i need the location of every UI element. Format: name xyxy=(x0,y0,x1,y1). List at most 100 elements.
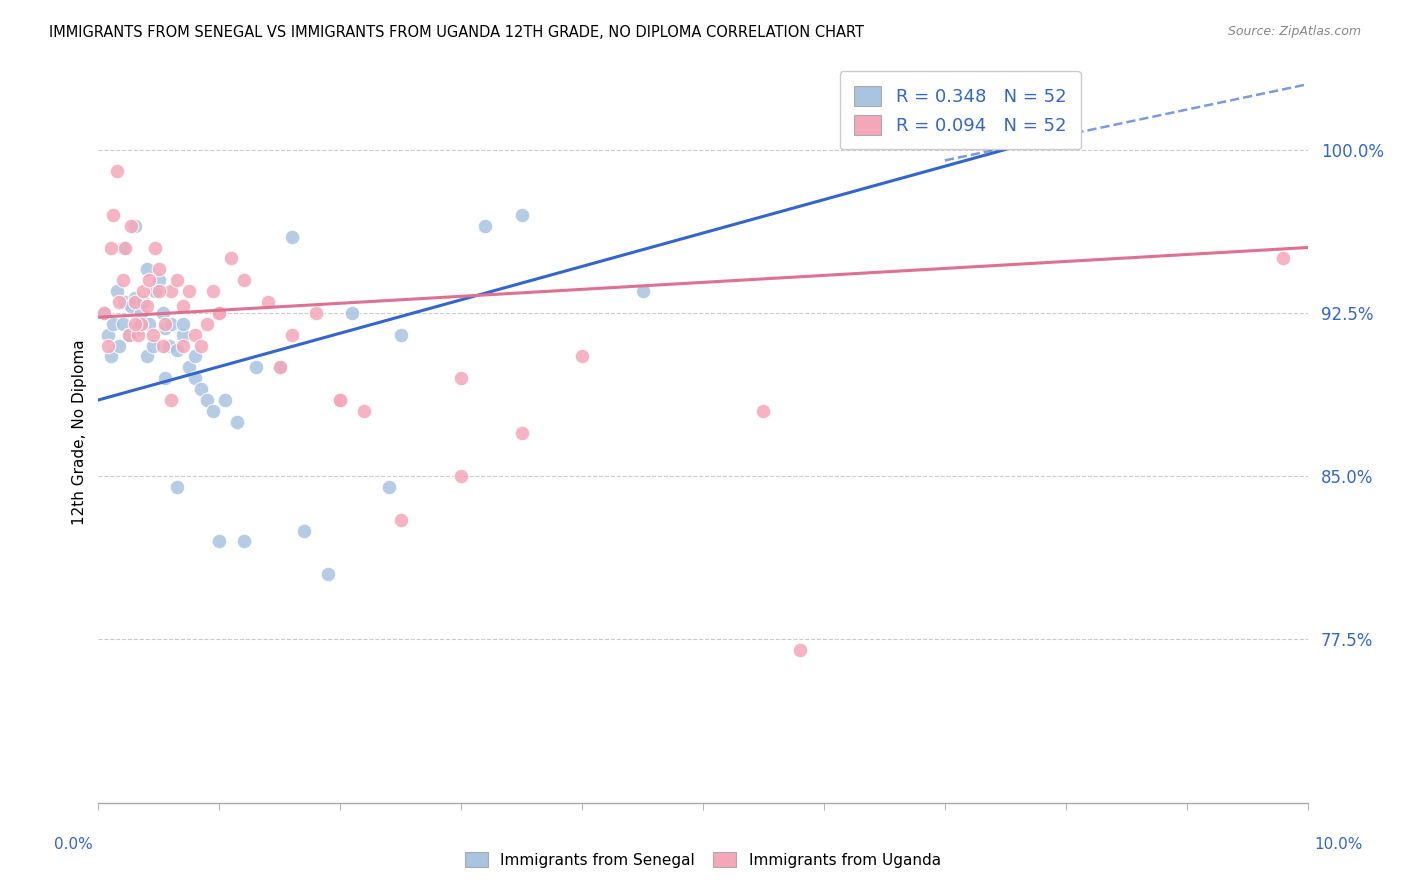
Point xyxy=(101,317,124,331)
Point xyxy=(184,327,207,342)
Text: Source: ZipAtlas.com: Source: ZipAtlas.com xyxy=(1227,25,1361,38)
Point xyxy=(111,273,134,287)
Y-axis label: 12th Grade, No Diploma: 12th Grade, No Diploma xyxy=(72,340,87,525)
Point xyxy=(105,164,128,178)
Point xyxy=(142,338,165,352)
Point xyxy=(316,567,339,582)
Point xyxy=(281,327,304,342)
Point xyxy=(172,327,194,342)
Point xyxy=(160,317,183,331)
Point xyxy=(157,338,180,352)
Point xyxy=(153,371,176,385)
Point xyxy=(1272,252,1295,266)
Point xyxy=(450,371,472,385)
Point xyxy=(179,360,201,375)
Point xyxy=(108,295,131,310)
Point xyxy=(143,240,166,255)
Point xyxy=(142,327,165,342)
Point xyxy=(631,284,654,298)
Point xyxy=(172,317,194,331)
Point xyxy=(190,382,212,396)
Point xyxy=(172,338,194,352)
Point xyxy=(226,415,249,429)
Point xyxy=(256,295,278,310)
Point xyxy=(111,240,134,255)
Point xyxy=(510,425,533,440)
Point xyxy=(245,360,267,375)
Point xyxy=(208,306,231,320)
Point xyxy=(305,306,328,320)
Point xyxy=(202,284,225,298)
Point xyxy=(93,306,115,320)
Point xyxy=(789,643,811,657)
Point xyxy=(329,392,352,407)
Point xyxy=(108,338,131,352)
Point xyxy=(184,371,207,385)
Point xyxy=(129,317,152,331)
Point xyxy=(232,273,254,287)
Point xyxy=(329,392,352,407)
Point xyxy=(179,284,201,298)
Point xyxy=(129,306,152,320)
Text: 0.0%: 0.0% xyxy=(53,837,93,852)
Point xyxy=(153,317,176,331)
Point xyxy=(389,327,412,342)
Point xyxy=(269,360,291,375)
Point xyxy=(152,306,174,320)
Text: 10.0%: 10.0% xyxy=(1315,837,1362,852)
Point xyxy=(120,299,142,313)
Point xyxy=(281,229,304,244)
Point xyxy=(138,317,160,331)
Point xyxy=(132,284,155,298)
Point xyxy=(135,299,157,313)
Point xyxy=(127,321,149,335)
Point xyxy=(101,208,124,222)
Point xyxy=(124,291,146,305)
Point xyxy=(195,317,218,331)
Point xyxy=(100,240,122,255)
Point xyxy=(120,219,142,233)
Point xyxy=(450,469,472,483)
Legend: R = 0.348   N = 52, R = 0.094   N = 52: R = 0.348 N = 52, R = 0.094 N = 52 xyxy=(839,71,1081,149)
Point xyxy=(127,327,149,342)
Legend: Immigrants from Senegal, Immigrants from Uganda: Immigrants from Senegal, Immigrants from… xyxy=(460,846,946,873)
Point xyxy=(208,534,231,549)
Point xyxy=(389,513,412,527)
Point xyxy=(114,295,136,310)
Point xyxy=(510,208,533,222)
Point xyxy=(118,327,141,342)
Point xyxy=(100,350,122,364)
Point xyxy=(342,306,364,320)
Point xyxy=(208,306,231,320)
Point xyxy=(135,350,157,364)
Point xyxy=(353,404,375,418)
Point xyxy=(97,338,120,352)
Point xyxy=(184,350,207,364)
Point xyxy=(124,219,146,233)
Point xyxy=(190,338,212,352)
Point xyxy=(132,295,155,310)
Point xyxy=(160,392,183,407)
Point xyxy=(166,343,188,357)
Point xyxy=(202,404,225,418)
Point xyxy=(292,524,315,538)
Point xyxy=(93,306,115,320)
Point xyxy=(124,317,146,331)
Point xyxy=(153,321,176,335)
Point xyxy=(752,404,775,418)
Point xyxy=(160,284,183,298)
Point xyxy=(97,327,120,342)
Point xyxy=(474,219,496,233)
Point xyxy=(143,284,166,298)
Point xyxy=(172,299,194,313)
Point xyxy=(152,338,174,352)
Point xyxy=(148,262,170,277)
Point xyxy=(111,317,134,331)
Point xyxy=(105,284,128,298)
Point xyxy=(114,240,136,255)
Point xyxy=(195,392,218,407)
Point xyxy=(138,273,160,287)
Point xyxy=(269,360,291,375)
Point xyxy=(118,327,141,342)
Point xyxy=(166,480,188,494)
